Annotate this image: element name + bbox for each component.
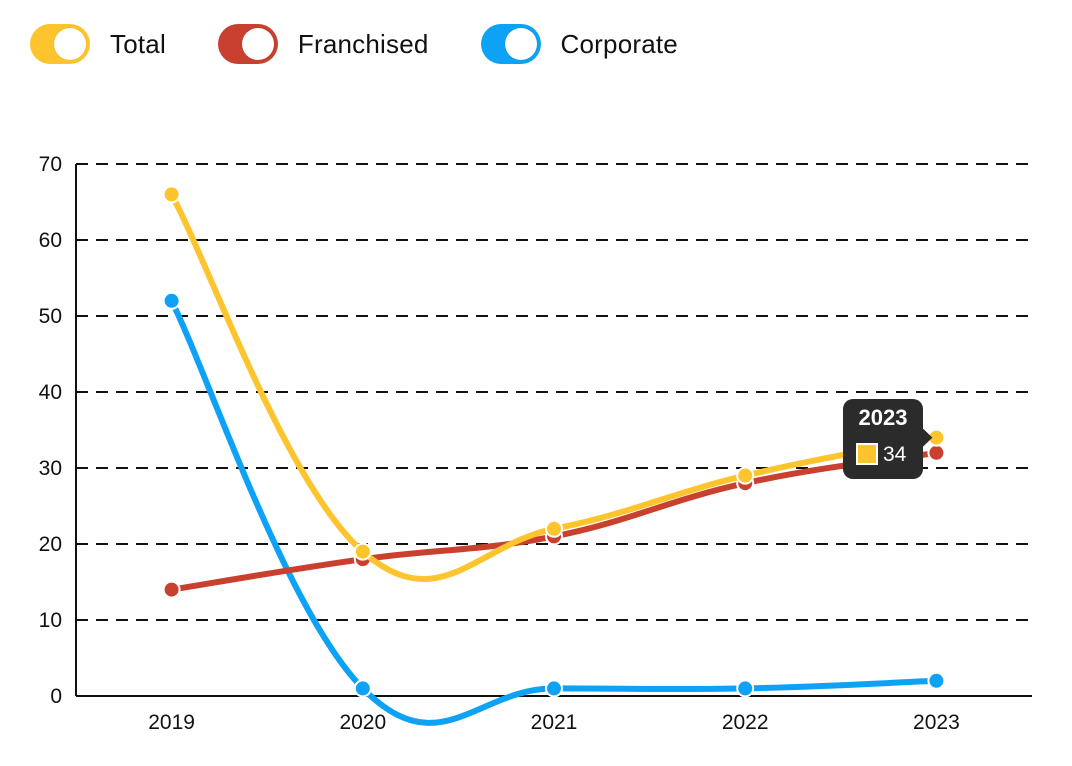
x-tick-label: 2021: [531, 711, 578, 734]
franchised-toggle[interactable]: [217, 24, 278, 64]
toggle-knob: [241, 28, 274, 60]
y-tick-label: 30: [39, 457, 62, 480]
y-tick-label: 20: [39, 533, 62, 556]
series-line-corporate: [168, 297, 940, 726]
x-tick-label: 2020: [339, 711, 386, 734]
data-point-corporate[interactable]: [353, 679, 372, 698]
grid: [76, 163, 1032, 621]
data-point-corporate[interactable]: [162, 291, 181, 310]
toggle-knob: [504, 28, 537, 60]
legend: Total Franchised Corporate: [30, 24, 678, 64]
legend-label-franchised: Franchised: [297, 28, 429, 59]
toggle-knob: [54, 28, 86, 60]
data-point-corporate[interactable]: [545, 679, 563, 698]
tooltip-swatch: [856, 443, 878, 465]
total-toggle[interactable]: [30, 24, 90, 64]
data-point-franchised[interactable]: [162, 580, 181, 599]
legend-label-total: Total: [110, 28, 166, 59]
tooltip-arrow: [922, 427, 933, 448]
data-point-corporate[interactable]: [927, 671, 946, 690]
data-point-total[interactable]: [736, 466, 755, 485]
series-line-total: [168, 191, 940, 583]
tooltip-title: 2023: [859, 405, 908, 430]
y-tick-label: 10: [39, 609, 62, 632]
legend-label-corporate: Corporate: [560, 28, 678, 59]
data-point-total[interactable]: [162, 185, 181, 204]
legend-item-franchised[interactable]: Franchised: [217, 24, 429, 64]
y-tick-label: 0: [50, 685, 62, 708]
data-point-total[interactable]: [353, 542, 372, 561]
axes: 0 10 20 30 40 50 60 70 2019 2020 2021 2022 2023: [39, 153, 1032, 734]
y-tick-label: 50: [39, 305, 62, 328]
y-tick-label: 70: [39, 153, 62, 176]
tooltip-value: 34: [883, 443, 907, 466]
data-point-corporate[interactable]: [736, 679, 755, 698]
y-tick-label: 60: [39, 229, 62, 252]
legend-item-total[interactable]: Total: [30, 24, 166, 64]
tooltip: 2023 34: [843, 399, 933, 479]
x-tick-label: 2022: [722, 711, 769, 734]
x-tick-label: 2019: [148, 711, 195, 734]
y-tick-label: 40: [39, 381, 62, 404]
series: [162, 185, 946, 726]
corporate-toggle[interactable]: [480, 24, 541, 64]
legend-item-corporate[interactable]: Corporate: [480, 24, 678, 64]
x-tick-label: 2023: [913, 711, 960, 734]
data-point-total[interactable]: [545, 519, 563, 538]
data-point-franchised[interactable]: [927, 443, 946, 462]
